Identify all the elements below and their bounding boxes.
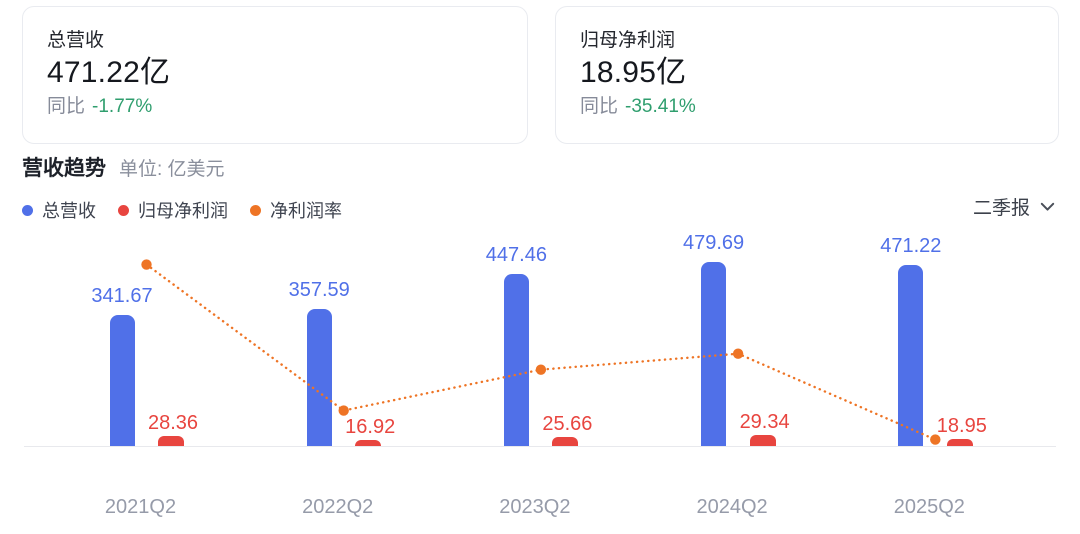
card-title: 归母净利润 (580, 30, 676, 51)
card-value: 18.95亿 (580, 56, 687, 89)
card-title: 总营收 (47, 30, 105, 51)
revenue-bar-value: 447.46 (485, 244, 547, 267)
revenue-bar-value: 341.67 (91, 284, 153, 307)
revenue-bar-value: 471.22 (880, 234, 942, 257)
legend-item[interactable]: 总营收 (22, 197, 96, 223)
legend-label: 净利润率 (270, 201, 342, 221)
net-margin-point[interactable] (535, 364, 547, 375)
profit-bar-value: 29.34 (739, 411, 790, 434)
legend-dot-icon (22, 204, 33, 216)
net-margin-point[interactable] (338, 405, 349, 416)
card-value: 471.22亿 (47, 56, 171, 89)
x-axis-label: 2021Q2 (104, 496, 177, 518)
legend-label: 归母净利润 (138, 201, 228, 221)
legend-dot-icon (118, 204, 129, 216)
profit-bar-value: 25.66 (542, 412, 593, 435)
revenue-bar-value: 357.59 (288, 278, 350, 301)
yoy-label: 同比 (47, 96, 86, 117)
period-selector[interactable]: 二季报 (973, 193, 1055, 220)
revenue-bar[interactable] (109, 314, 135, 447)
profit-bar-value: 28.36 (147, 411, 199, 434)
profit-bar[interactable] (749, 435, 776, 447)
legend-item[interactable]: 归母净利润 (118, 197, 228, 223)
yoy-value: -35.41% (625, 96, 696, 117)
legend-item[interactable]: 净利润率 (250, 197, 342, 223)
x-axis-line (24, 446, 1056, 447)
legend-label: 总营收 (42, 201, 96, 221)
yoy-value: -1.77% (92, 96, 153, 117)
yoy-row: 同比 -35.41% (580, 95, 1034, 119)
x-axis-label: 2024Q2 (696, 496, 768, 518)
net-margin-point[interactable] (732, 348, 744, 359)
x-axis-label: 2025Q2 (893, 496, 965, 518)
profit-bar[interactable] (355, 439, 382, 447)
chevron-down-icon (1040, 202, 1055, 211)
revenue-bar-value: 479.69 (683, 231, 745, 254)
yoy-label: 同比 (580, 96, 619, 117)
net-profit-card: 归母净利润 18.95亿 同比 -35.41% (555, 6, 1059, 144)
x-axis-label: 2023Q2 (499, 496, 571, 518)
total-revenue-card: 总营收 471.22亿 同比 -1.77% (22, 6, 528, 144)
profit-bar-value: 16.92 (345, 415, 396, 438)
period-selector-label: 二季报 (972, 198, 1030, 219)
profit-bar[interactable] (946, 439, 973, 447)
profit-bar[interactable] (552, 436, 579, 447)
yoy-row: 同比 -1.77% (47, 95, 503, 119)
legend-dot-icon (250, 204, 261, 216)
trend-header: 营收趋势 单位: 亿美元 (22, 152, 225, 182)
chart-legend: 总营收 归母净利润 净利润率 (22, 197, 342, 223)
profit-bar[interactable] (158, 435, 184, 447)
trend-unit-label: 单位: 亿美元 (119, 159, 225, 180)
profit-bar-value: 18.95 (936, 415, 987, 438)
trend-title: 营收趋势 (22, 157, 106, 180)
x-axis-label: 2022Q2 (302, 496, 374, 518)
net-margin-point[interactable] (141, 259, 152, 270)
